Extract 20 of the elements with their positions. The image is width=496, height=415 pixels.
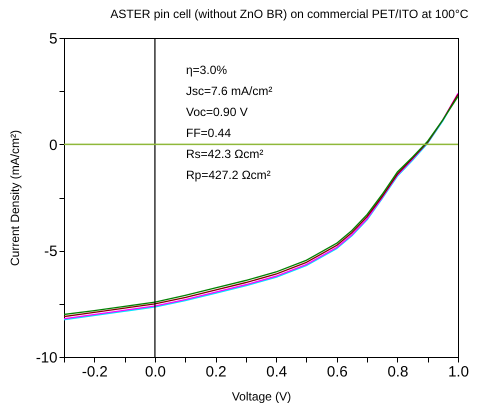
y-tick-label: 5 bbox=[49, 30, 58, 48]
chart-title: ASTER pin cell (without ZnO BR) on commercial PET/ITO at 100°C bbox=[110, 7, 469, 21]
x-axis-title: Voltage (V) bbox=[232, 390, 292, 404]
y-tick-label: -5 bbox=[44, 243, 58, 260]
annotation: Jsc=7.6 mA/cm² bbox=[186, 84, 272, 98]
annotation: Rs=42.3 Ωcm² bbox=[186, 147, 264, 161]
annotation: Rp=427.2 Ωcm² bbox=[186, 168, 271, 182]
annotation: Voc=0.90 V bbox=[186, 105, 248, 119]
x-tick-label: 0.2 bbox=[206, 364, 226, 380]
y-axis-title: Current Density (mA/cm²) bbox=[8, 130, 22, 266]
x-tick-label: 0.6 bbox=[326, 364, 348, 380]
x-tick-label: 0.8 bbox=[387, 364, 408, 380]
x-tick-label: -0.2 bbox=[82, 364, 108, 380]
y-tick-label: -10 bbox=[36, 350, 58, 366]
annotation: FF=0.44 bbox=[186, 126, 232, 140]
x-tick-label: 1.0 bbox=[448, 364, 469, 380]
x-tick-label: 0.0 bbox=[144, 364, 166, 380]
y-tick-label: 0 bbox=[49, 136, 58, 154]
x-tick-label: 0.4 bbox=[266, 364, 288, 380]
annotation: η=3.0% bbox=[186, 63, 228, 77]
